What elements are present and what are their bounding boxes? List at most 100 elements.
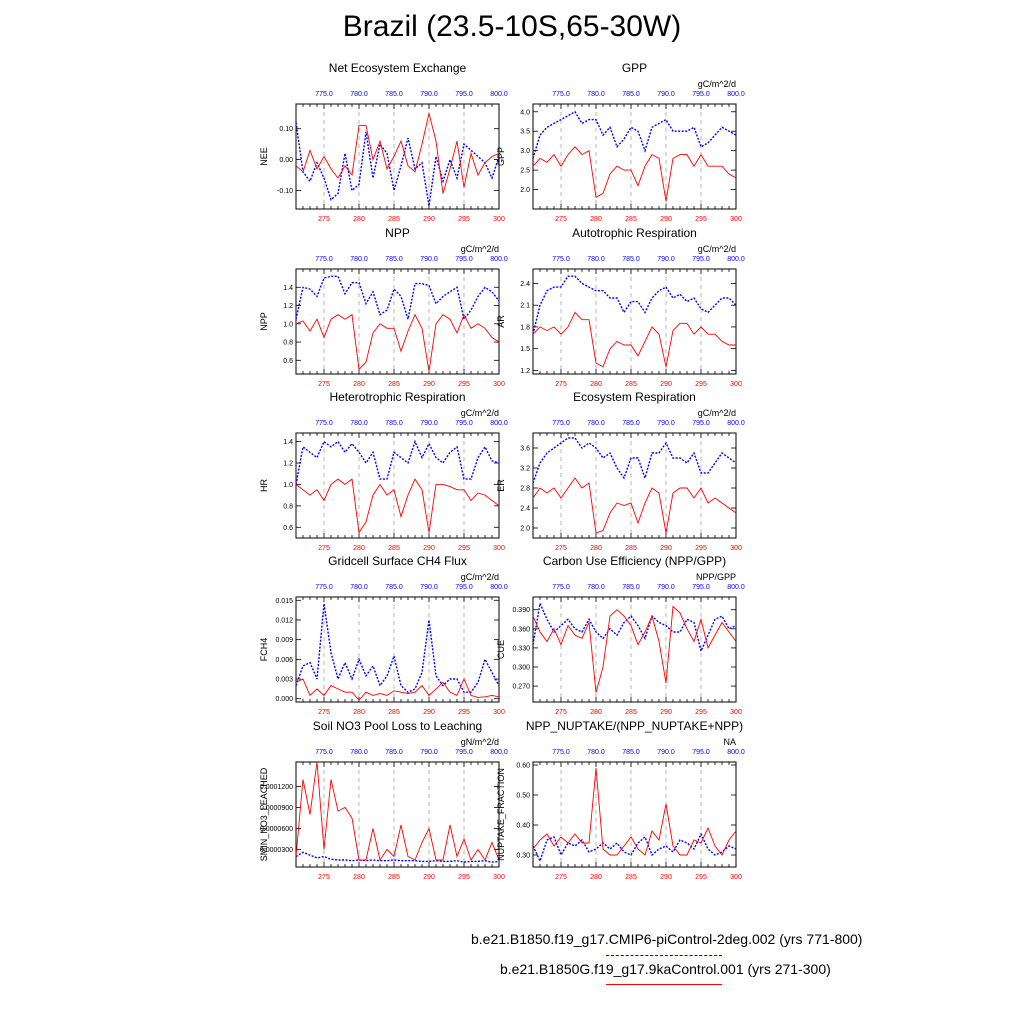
x-tick-label-bottom: 280 (353, 709, 365, 716)
panel-units: NA (723, 737, 736, 747)
x-tick-label-top: 790.0 (657, 91, 675, 98)
x-tick-label-bottom: 275 (318, 874, 330, 881)
x-tick-label-bottom: 290 (423, 874, 435, 881)
x-tick-label-bottom: 280 (353, 545, 365, 552)
x-tick-label-bottom: 280 (353, 874, 365, 881)
y-axis-label: HR (259, 479, 269, 492)
y-tick-label: 0.000 (275, 696, 293, 703)
panel-units: gN/m^2/d (461, 737, 499, 747)
y-axis-label: NPP (259, 312, 269, 331)
x-tick-label-top: 785.0 (385, 584, 403, 591)
x-tick-label-bottom: 300 (493, 874, 505, 881)
panel-title: Soil NO3 Pool Loss to Leaching (313, 719, 482, 733)
y-tick-label: 1.2 (520, 368, 530, 375)
y-tick-label: 3.6 (520, 446, 530, 453)
series-line-red (532, 146, 737, 202)
x-tick-label-bottom: 280 (590, 545, 602, 552)
series-line-red (295, 761, 500, 862)
x-tick-label-top: 785.0 (622, 256, 640, 263)
x-tick-label-bottom: 285 (388, 216, 400, 223)
x-tick-label-bottom: 295 (695, 874, 707, 881)
y-tick-label: 3.0 (520, 148, 530, 155)
y-tick-label: 0.330 (512, 645, 530, 652)
x-tick-label-bottom: 285 (625, 381, 637, 388)
y-tick-label: 0.0000300 (260, 847, 293, 854)
x-tick-label-top: 790.0 (657, 584, 675, 591)
x-tick-label-top: 795.0 (455, 256, 473, 263)
x-tick-label-bottom: 295 (458, 874, 470, 881)
x-tick-label-top: 790.0 (420, 584, 438, 591)
x-tick-label-top: 780.0 (350, 91, 368, 98)
x-tick-label-top: 785.0 (622, 749, 640, 756)
x-tick-label-top: 790.0 (657, 749, 675, 756)
x-tick-label-top: 775.0 (552, 256, 570, 263)
x-tick-label-top: 800.0 (490, 91, 508, 98)
x-tick-label-bottom: 295 (695, 216, 707, 223)
panel-title: NPP_NUPTAKE/(NPP_NUPTAKE+NPP) (526, 719, 743, 733)
panel-frame (295, 761, 500, 868)
legend-swatch-red-solid (606, 984, 722, 985)
y-tick-label: 0.50 (516, 793, 530, 800)
y-tick-label: 2.0 (520, 187, 530, 194)
series-line-red (295, 478, 500, 534)
x-tick-label-top: 790.0 (420, 256, 438, 263)
x-tick-label-top: 780.0 (587, 749, 605, 756)
x-tick-label-bottom: 285 (388, 874, 400, 881)
x-tick-label-top: 795.0 (455, 420, 473, 427)
x-tick-label-bottom: 290 (423, 216, 435, 223)
x-tick-label-bottom: 275 (555, 216, 567, 223)
y-tick-label: 2.4 (520, 281, 530, 288)
y-tick-label: 0.009 (275, 637, 293, 644)
y-tick-label: 0.012 (275, 617, 293, 624)
panel-frame (532, 103, 737, 210)
panel-frame (295, 103, 500, 210)
x-tick-label-top: 795.0 (692, 749, 710, 756)
panel-title: GPP (622, 61, 647, 75)
y-tick-label: 1.2 (283, 461, 293, 468)
x-tick-label-bottom: 295 (458, 709, 470, 716)
x-tick-label-top: 775.0 (315, 749, 333, 756)
x-tick-label-top: 785.0 (385, 91, 403, 98)
x-tick-label-top: 795.0 (692, 584, 710, 591)
x-tick-label-bottom: 300 (730, 216, 742, 223)
panel-frame (295, 596, 500, 703)
x-tick-label-bottom: 300 (493, 709, 505, 716)
x-tick-label-bottom: 295 (695, 381, 707, 388)
y-tick-label: 0.8 (283, 340, 293, 347)
series-line-red (532, 767, 737, 856)
x-tick-label-top: 800.0 (727, 91, 745, 98)
x-tick-label-top: 780.0 (350, 420, 368, 427)
x-tick-label-bottom: 290 (423, 709, 435, 716)
y-tick-label: 1.2 (283, 303, 293, 310)
x-tick-label-top: 775.0 (552, 420, 570, 427)
x-tick-label-top: 790.0 (420, 420, 438, 427)
x-tick-label-top: 785.0 (385, 749, 403, 756)
y-tick-label: 1.4 (283, 439, 293, 446)
y-tick-label: 1.0 (283, 321, 293, 328)
y-tick-label: 0.0000600 (260, 826, 293, 833)
x-tick-label-top: 800.0 (727, 420, 745, 427)
x-tick-label-bottom: 280 (590, 216, 602, 223)
x-tick-label-bottom: 285 (625, 216, 637, 223)
y-tick-label: 3.2 (520, 466, 530, 473)
x-tick-label-bottom: 285 (625, 874, 637, 881)
y-axis-label: ER (496, 479, 506, 492)
x-tick-label-bottom: 295 (695, 545, 707, 552)
x-tick-label-top: 780.0 (350, 584, 368, 591)
y-tick-label: 0.390 (512, 607, 530, 614)
page-title: Brazil (23.5-10S,65-30W) (342, 10, 682, 43)
x-tick-label-bottom: 280 (590, 709, 602, 716)
panel-units: gC/m^2/d (698, 79, 736, 89)
y-tick-label: 0.270 (512, 684, 530, 691)
x-tick-label-bottom: 275 (555, 709, 567, 716)
x-tick-label-top: 800.0 (490, 256, 508, 263)
panel-title: Heterotrophic Respiration (329, 390, 465, 404)
x-tick-label-bottom: 280 (590, 874, 602, 881)
x-tick-label-top: 780.0 (350, 749, 368, 756)
x-tick-label-bottom: 275 (318, 545, 330, 552)
x-tick-label-bottom: 275 (318, 216, 330, 223)
y-tick-label: 1.4 (283, 285, 293, 292)
x-tick-label-top: 780.0 (587, 256, 605, 263)
y-tick-label: 2.8 (520, 486, 530, 493)
